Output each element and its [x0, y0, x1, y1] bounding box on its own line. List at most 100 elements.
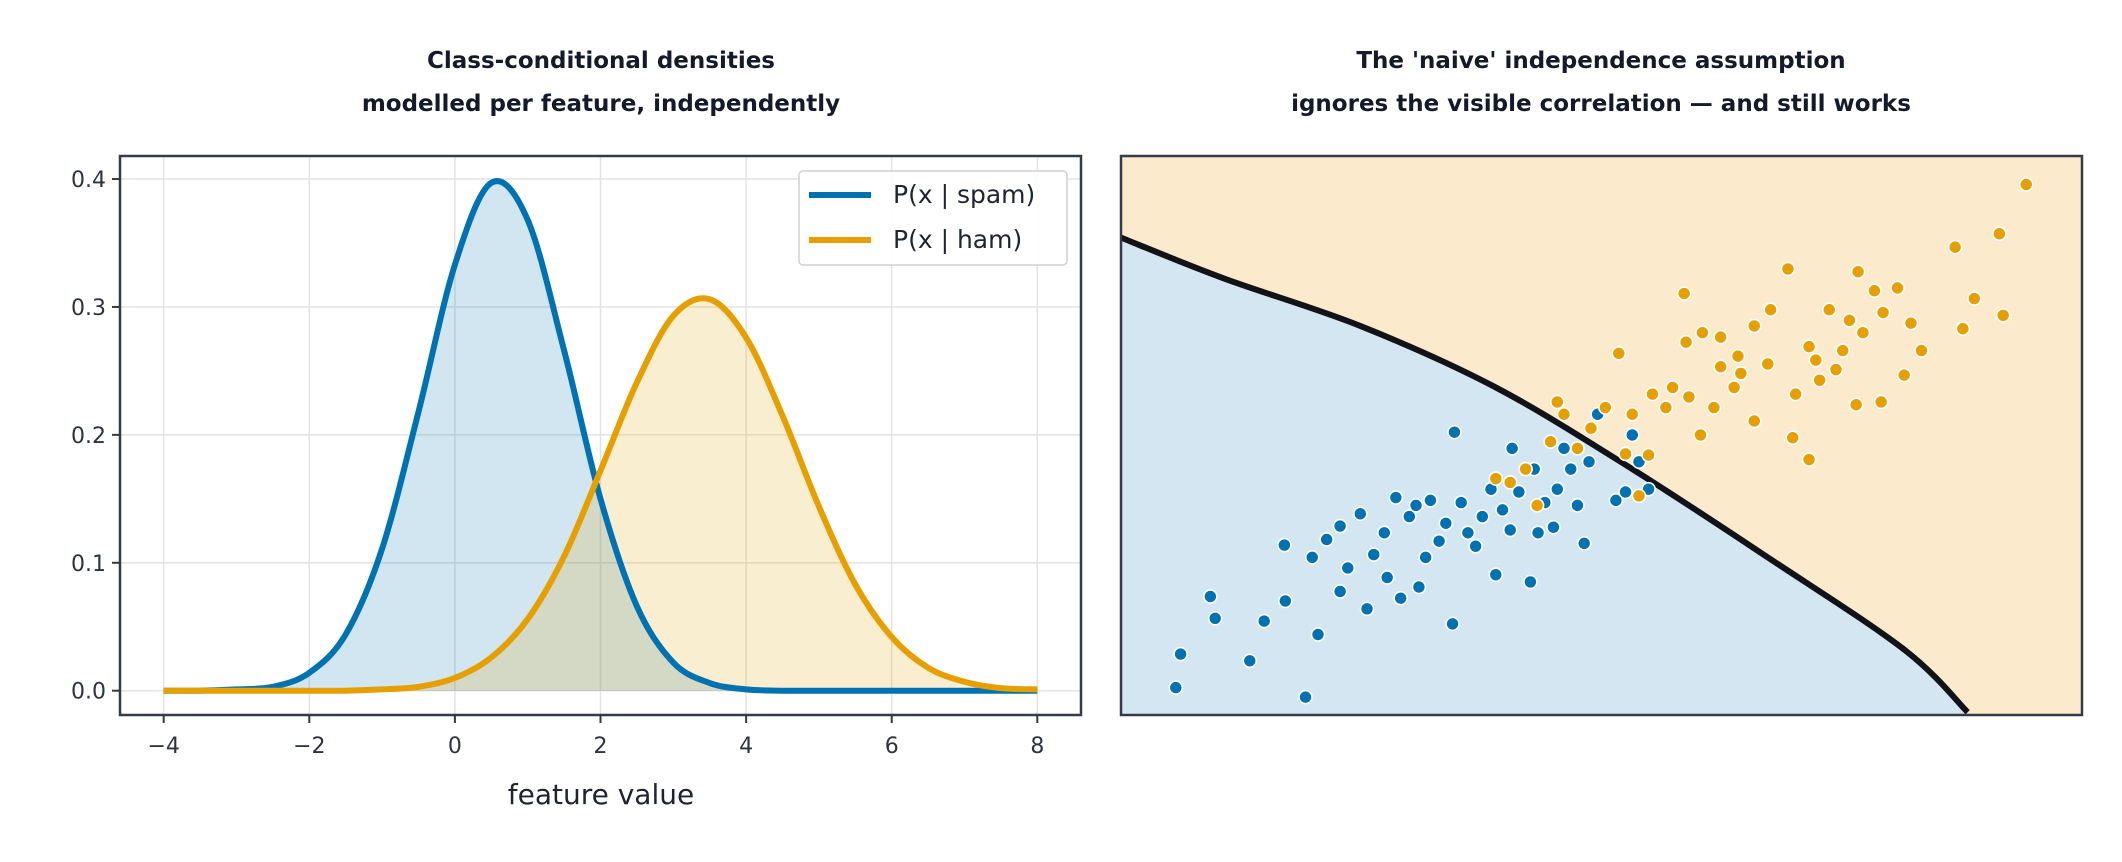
x-tick-label: 4	[739, 734, 753, 759]
scatter-point	[1393, 590, 1408, 606]
scatter-point	[1242, 653, 1258, 669]
scatter-point	[1624, 427, 1640, 443]
scatter-point	[1453, 495, 1469, 510]
scatter-point	[1549, 481, 1565, 497]
scatter-point	[1678, 334, 1694, 350]
scatter-point	[1518, 461, 1533, 477]
x-tick-label: −4	[147, 734, 179, 759]
axes-frame	[1119, 154, 2084, 717]
scatter-point	[1207, 610, 1223, 626]
scatter-point	[1549, 394, 1565, 410]
x-axis-label: feature value	[508, 778, 694, 811]
decision-boundary	[1119, 234, 1970, 715]
scatter-point	[1543, 434, 1558, 449]
scatter-point	[1488, 567, 1504, 582]
scatter-point	[1641, 447, 1656, 463]
scatter-point	[1812, 372, 1827, 388]
scatter-point	[1631, 488, 1647, 504]
scatter-point	[1583, 420, 1599, 436]
scatter-point	[1576, 536, 1592, 551]
scatter-point	[1693, 427, 1708, 443]
scatter-point	[1366, 547, 1382, 562]
scatter-point	[1746, 318, 1762, 334]
scatter-point	[1763, 302, 1778, 318]
scatter-point	[1967, 291, 1982, 306]
scatter-point	[1556, 406, 1572, 422]
scatter-point	[1848, 397, 1864, 413]
scatter-point	[1676, 286, 1692, 301]
scatter-point	[1695, 325, 1710, 340]
scatter-point	[1298, 689, 1313, 705]
chart-title: modelled per feature, independently	[362, 91, 840, 117]
scatter-point	[1665, 380, 1680, 395]
scatter-point	[1379, 570, 1395, 585]
scatter-point	[1808, 352, 1824, 368]
scatter-point	[1850, 264, 1866, 280]
scatter-point	[1992, 226, 2007, 242]
scatter-point	[1785, 430, 1801, 446]
scatter-point	[1713, 359, 1728, 375]
scatter-point	[1530, 525, 1546, 541]
scatter-point	[1611, 346, 1627, 361]
y-tick-label: 0.2	[71, 424, 106, 449]
scatter-point	[1658, 400, 1674, 415]
scatter-point	[1624, 406, 1640, 422]
scatter-point	[1502, 475, 1518, 490]
scatter-point	[1608, 493, 1624, 508]
scatter-point	[2018, 177, 2034, 192]
scatter-point	[1332, 518, 1348, 534]
scatter-point	[1408, 498, 1424, 513]
x-tick-label: −2	[293, 734, 325, 759]
scatter-point	[1504, 441, 1520, 456]
scatter-point	[1801, 339, 1817, 354]
scatter-point	[1418, 550, 1433, 565]
axes-frame	[118, 154, 1083, 717]
scatter-point	[1460, 525, 1476, 541]
y-tick-label: 0.0	[71, 680, 106, 705]
chart-title: The 'naive' independence assumption	[1356, 48, 1845, 74]
scatter-point	[1563, 461, 1579, 477]
scatter-point	[1277, 537, 1292, 553]
chart-title: ignores the visible correlation — and st…	[1291, 91, 1911, 117]
scatter-point	[1447, 424, 1462, 440]
scatter-point	[1377, 525, 1392, 541]
y-tick-label: 0.3	[71, 296, 106, 321]
area-fill	[163, 181, 1038, 691]
scatter-point	[1855, 325, 1871, 340]
scatter-point	[1278, 593, 1293, 609]
scatter-point	[1914, 343, 1929, 358]
scatter-point	[1475, 509, 1490, 524]
scatter-point	[1546, 519, 1561, 535]
x-tick-label: 6	[885, 734, 899, 759]
scatter-point	[1570, 498, 1585, 513]
x-tick-label: 0	[448, 734, 462, 759]
scatter-point	[1511, 484, 1527, 500]
scatter-point	[1388, 490, 1404, 505]
scatter-point	[1867, 283, 1882, 299]
scatter-point	[1760, 356, 1776, 372]
scatter-point	[1875, 305, 1891, 320]
region	[1121, 237, 1968, 715]
scatter-point	[1319, 532, 1334, 547]
scatter-point	[1523, 574, 1538, 590]
scatter-point	[1340, 560, 1356, 576]
scatter-point	[1842, 313, 1857, 328]
scatter-point	[1746, 413, 1762, 429]
scatter-point	[1955, 321, 1971, 337]
scatter-point	[1726, 380, 1742, 395]
density-line	[163, 295, 1038, 694]
scatter-point	[1411, 579, 1427, 595]
scatter-point	[1821, 302, 1837, 318]
scatter-point	[1995, 308, 2011, 323]
legend-label: P(x | spam)	[893, 180, 1035, 209]
scatter-point	[1780, 261, 1796, 277]
scatter-point	[1681, 389, 1697, 405]
scatter-point	[1581, 454, 1597, 470]
x-tick-label: 2	[594, 734, 608, 759]
scatter-point	[1835, 343, 1851, 358]
scatter-point	[1438, 515, 1454, 531]
scatter-point	[1529, 498, 1545, 513]
scatter-point	[1352, 506, 1368, 522]
scatter-point	[1423, 493, 1438, 508]
